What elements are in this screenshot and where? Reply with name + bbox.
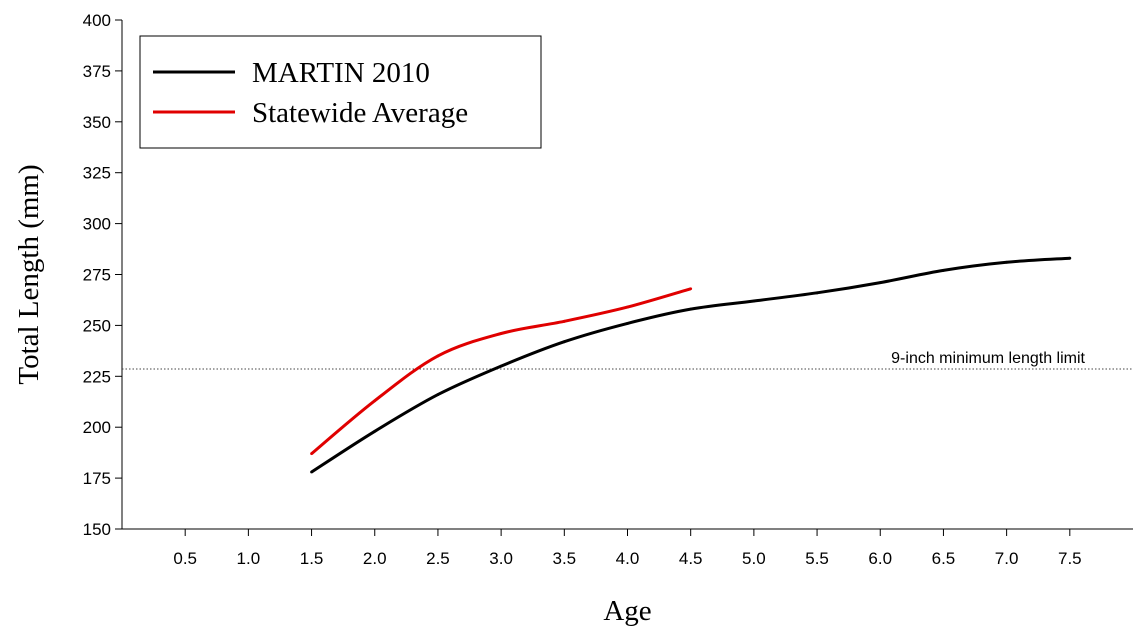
y-axis-title: Total Length (mm) bbox=[13, 164, 45, 384]
x-tick-label: 0.5 bbox=[173, 549, 197, 568]
data-point bbox=[878, 281, 882, 285]
y-tick-label: 250 bbox=[83, 316, 111, 335]
x-tick-label: 4.0 bbox=[616, 549, 640, 568]
x-tick-label: 4.5 bbox=[679, 549, 703, 568]
legend: MARTIN 2010 Statewide Average bbox=[139, 35, 542, 149]
reference-line-group: 9-inch minimum length limit bbox=[122, 350, 1133, 370]
data-point bbox=[626, 305, 629, 309]
x-tick-label: 7.0 bbox=[995, 549, 1019, 568]
data-point bbox=[373, 399, 377, 403]
data-point bbox=[562, 340, 566, 344]
y-tick-label: 400 bbox=[83, 11, 111, 30]
data-point bbox=[1068, 256, 1072, 260]
legend-box bbox=[139, 35, 542, 149]
y-tick-label: 225 bbox=[83, 367, 111, 386]
x-axis-title: Age bbox=[603, 595, 651, 627]
y-tick-label: 300 bbox=[83, 215, 111, 234]
y-tick-label: 175 bbox=[83, 469, 111, 488]
y-tick-label: 200 bbox=[83, 418, 111, 437]
data-point bbox=[752, 299, 756, 303]
y-tick-label: 350 bbox=[83, 113, 111, 132]
data-point bbox=[689, 287, 693, 291]
y-tick-label: 275 bbox=[83, 266, 111, 285]
y-tick-label: 150 bbox=[83, 520, 111, 539]
data-point bbox=[1005, 260, 1009, 264]
data-point bbox=[373, 429, 377, 433]
data-point bbox=[436, 354, 440, 358]
x-tick-label: 3.0 bbox=[489, 549, 513, 568]
data-point bbox=[436, 393, 440, 397]
data-point bbox=[310, 470, 313, 474]
data-point bbox=[499, 364, 503, 368]
data-point bbox=[942, 269, 945, 272]
x-tick-label: 5.0 bbox=[742, 549, 766, 568]
reference-line-label: 9-inch minimum length limit bbox=[891, 350, 1085, 367]
data-point bbox=[626, 321, 629, 325]
legend-label: Statewide Average bbox=[252, 97, 468, 129]
x-tick-label: 3.5 bbox=[552, 549, 576, 568]
x-tick-label: 6.5 bbox=[932, 549, 956, 568]
ticks: 150 175 200 225 250 275 300 325 350 375 400 0.5 1.0 1… bbox=[83, 11, 1082, 568]
x-tick-label: 2.5 bbox=[426, 549, 450, 568]
y-tick-label: 325 bbox=[83, 164, 111, 183]
x-tick-label: 7.5 bbox=[1058, 549, 1082, 568]
series-group bbox=[310, 256, 1072, 474]
x-tick-label: 1.0 bbox=[237, 549, 261, 568]
x-tick-label: 1.5 bbox=[300, 549, 324, 568]
data-point bbox=[815, 291, 819, 295]
x-tick-label: 2.0 bbox=[363, 549, 387, 568]
data-point bbox=[310, 452, 313, 456]
x-tick-label: 6.0 bbox=[868, 549, 892, 568]
data-point bbox=[499, 332, 503, 335]
data-point bbox=[689, 307, 693, 311]
y-tick-label: 375 bbox=[83, 62, 111, 81]
x-tick-label: 5.5 bbox=[805, 549, 829, 568]
legend-label: MARTIN 2010 bbox=[252, 57, 430, 89]
series-line-1 bbox=[310, 287, 692, 455]
data-point bbox=[562, 319, 566, 323]
